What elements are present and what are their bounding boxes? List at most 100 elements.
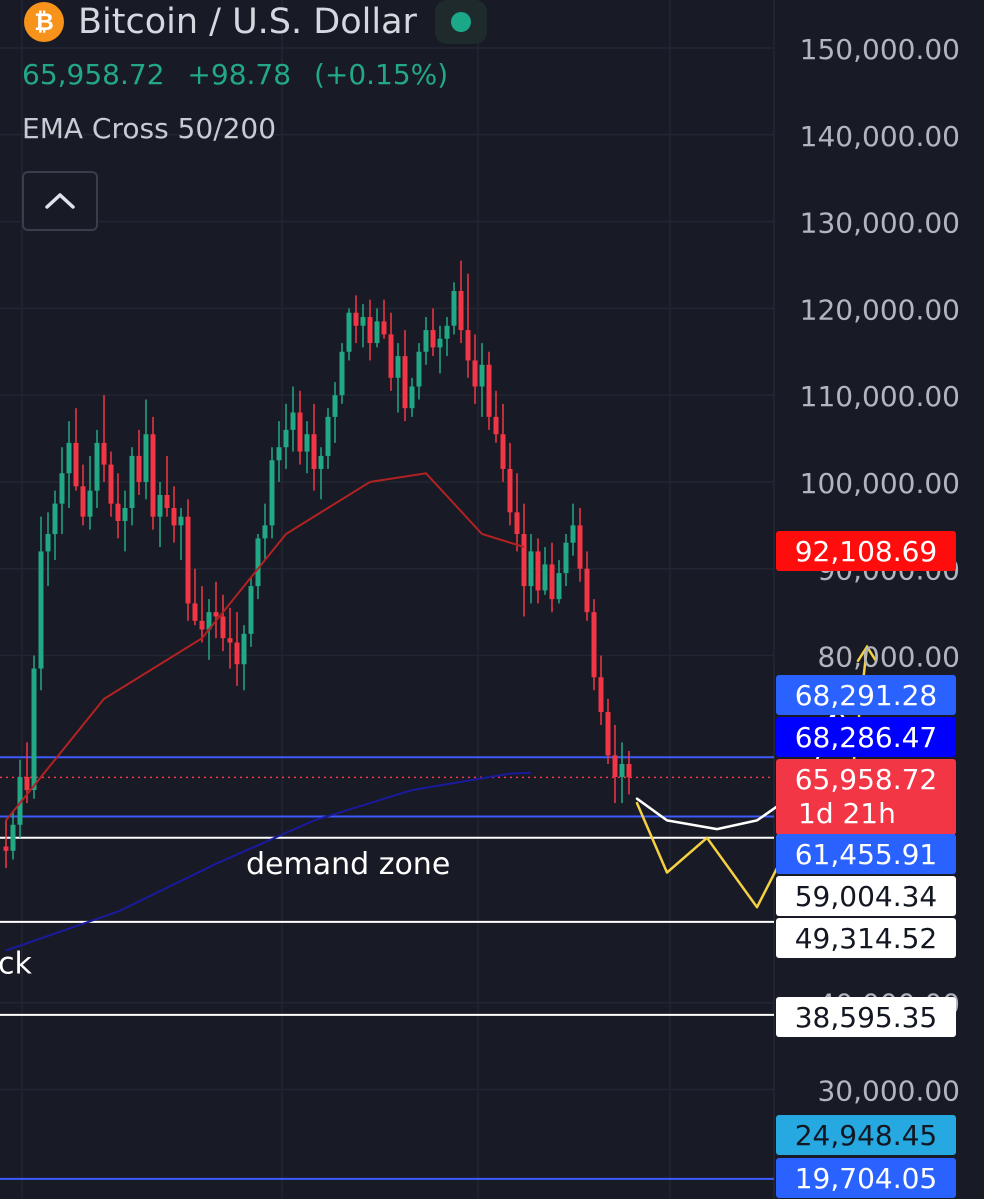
candle-body <box>304 434 310 452</box>
countdown-label: 1d 21h <box>798 797 896 830</box>
ema-lines <box>5 472 532 952</box>
price-label-text: 24,948.45 <box>795 1119 938 1152</box>
candle-body <box>535 551 541 591</box>
candle-body <box>136 455 142 482</box>
candle-body <box>192 603 198 621</box>
candle-body <box>38 551 44 669</box>
candle-body <box>80 486 86 517</box>
level-lines <box>0 756 774 1180</box>
price-row: 65,958.72 +98.78 (+0.15%) <box>22 58 448 91</box>
candle-body <box>290 412 296 430</box>
candle-body <box>45 534 51 552</box>
price-tick-label: 140,000.00 <box>800 120 960 153</box>
candle-body <box>276 447 282 461</box>
candle-body <box>402 356 408 409</box>
candle-body <box>528 551 534 587</box>
price-change-percent: (+0.15%) <box>313 58 449 91</box>
candle-body <box>262 525 268 539</box>
candle-body <box>563 542 569 574</box>
candle-body <box>521 534 527 587</box>
candle-body <box>129 455 135 508</box>
price-label-text: 49,314.52 <box>795 922 938 955</box>
candle-body <box>94 442 100 491</box>
candle-body <box>52 503 58 535</box>
candle-body <box>255 538 261 587</box>
candle-body <box>185 516 191 604</box>
candle-body <box>465 330 471 361</box>
indicator-label[interactable]: EMA Cross 50/200 <box>22 112 277 145</box>
price-label-text: 61,455.91 <box>795 838 938 871</box>
chart-header: ₿ Bitcoin / U.S. Dollar 65,958.72 +98.78… <box>0 0 984 240</box>
candle-body <box>346 312 352 352</box>
candle-body <box>423 330 429 352</box>
candle-body <box>486 364 492 417</box>
candle-body <box>598 677 604 712</box>
market-status[interactable] <box>434 0 487 44</box>
candlesticks <box>3 260 632 869</box>
candle-body <box>360 317 366 326</box>
collapse-button[interactable] <box>22 171 98 231</box>
candle-body <box>549 564 555 600</box>
candle-body <box>171 507 177 526</box>
price-label-text: 68,291.28 <box>795 679 938 712</box>
price-label-box <box>776 997 956 1037</box>
price-label-box <box>776 717 956 757</box>
candle-body <box>612 755 618 778</box>
price-tick-label: 110,000.00 <box>800 380 960 413</box>
candle-body <box>325 416 331 456</box>
candle-body <box>10 824 16 851</box>
candle-body <box>241 633 247 665</box>
candle-body <box>353 312 359 326</box>
candle-body <box>318 455 324 469</box>
candle-body <box>374 321 380 344</box>
candle-body <box>416 351 422 387</box>
candle-body <box>619 764 625 778</box>
candle-body <box>605 711 611 756</box>
price-label-box <box>776 834 956 874</box>
price-label-text: 59,004.34 <box>795 880 938 913</box>
candle-body <box>332 395 338 417</box>
demand-zone-label: demand zone <box>246 847 450 882</box>
candle-body <box>339 351 345 396</box>
symbol-row[interactable]: ₿ Bitcoin / U.S. Dollar <box>24 0 487 44</box>
candle-body <box>577 525 583 569</box>
candle-body <box>199 620 205 630</box>
price-label-text: 68,286.47 <box>795 721 938 754</box>
candle-body <box>220 616 226 639</box>
candle-body <box>283 429 289 448</box>
price-tick-label: 120,000.00 <box>800 293 960 326</box>
symbol-title[interactable]: Bitcoin / U.S. Dollar <box>78 2 417 42</box>
price-tick-label: 130,000.00 <box>800 207 960 240</box>
projection-yellow-arrowhead <box>856 644 878 663</box>
candle-body <box>493 416 499 435</box>
candle-body <box>178 516 184 526</box>
candle-body <box>297 412 303 452</box>
price-label-box <box>776 531 956 571</box>
chevron-up-icon <box>45 193 75 209</box>
candle-body <box>101 442 107 465</box>
candle-body <box>409 386 415 409</box>
last-price: 65,958.72 <box>22 58 165 91</box>
candle-body <box>479 364 485 387</box>
price-label-text: 19,704.05 <box>795 1162 938 1195</box>
price-label-text: 38,595.35 <box>795 1001 938 1034</box>
candle-body <box>213 612 219 617</box>
bitcoin-logo-icon: ₿ <box>24 2 64 42</box>
candle-body <box>472 360 478 387</box>
candle-body <box>514 512 520 535</box>
candle-body <box>122 507 128 522</box>
candle-body <box>437 338 443 348</box>
price-tick-label: 30,000.00 <box>817 1074 960 1107</box>
candle-body <box>381 321 387 335</box>
candle-body <box>59 473 65 504</box>
candle-body <box>570 525 576 543</box>
chart-annotations: demand zone ck <box>0 847 450 982</box>
candle-body <box>311 434 317 469</box>
ema-200-line <box>5 771 532 952</box>
candle-body <box>269 460 275 526</box>
candle-body <box>157 494 163 517</box>
candle-body <box>584 568 590 613</box>
candle-body <box>388 334 394 378</box>
